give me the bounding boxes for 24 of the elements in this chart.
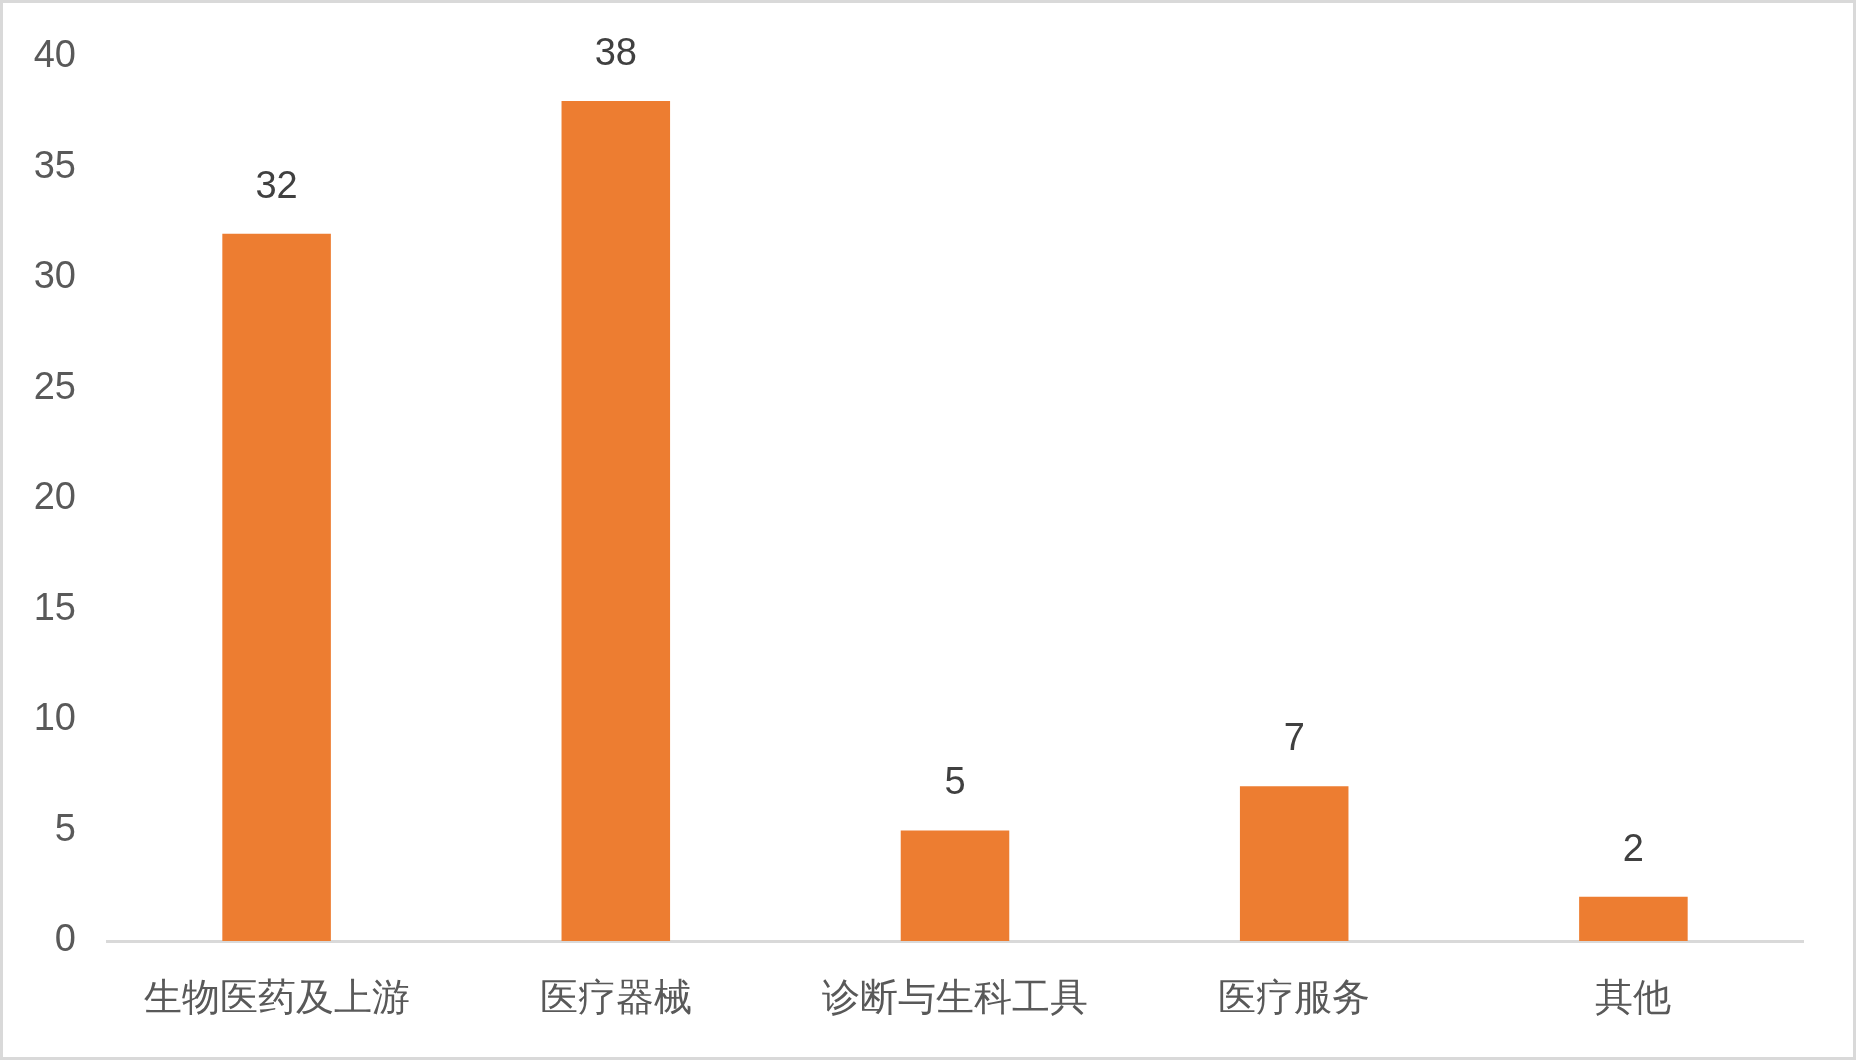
y-tick-label: 20 [33, 475, 76, 518]
bar [561, 101, 671, 941]
y-tick-label: 40 [33, 33, 76, 76]
y-tick-label: 0 [54, 917, 76, 960]
data-label: 32 [255, 163, 298, 206]
bar [1239, 786, 1349, 941]
data-label: 2 [1622, 826, 1644, 869]
y-tick-label: 5 [54, 806, 76, 849]
data-label: 7 [1283, 716, 1305, 759]
y-tick-label: 35 [33, 143, 76, 186]
data-label: 5 [944, 760, 966, 803]
y-tick-label: 30 [33, 254, 76, 297]
bar [900, 830, 1010, 941]
x-tick-label: 医疗服务 [1218, 976, 1371, 1019]
y-tick-label: 25 [33, 364, 76, 407]
x-tick-label: 诊断与生科工具 [822, 976, 1088, 1019]
x-tick-label: 生物医药及上游 [143, 976, 410, 1019]
bar [222, 233, 331, 941]
bar [1579, 896, 1688, 941]
y-tick-label: 15 [33, 585, 76, 628]
data-label: 38 [594, 31, 637, 74]
y-tick-label: 10 [33, 696, 76, 739]
x-tick-label: 其他 [1595, 976, 1672, 1019]
x-tick-label: 医疗器械 [539, 976, 692, 1019]
